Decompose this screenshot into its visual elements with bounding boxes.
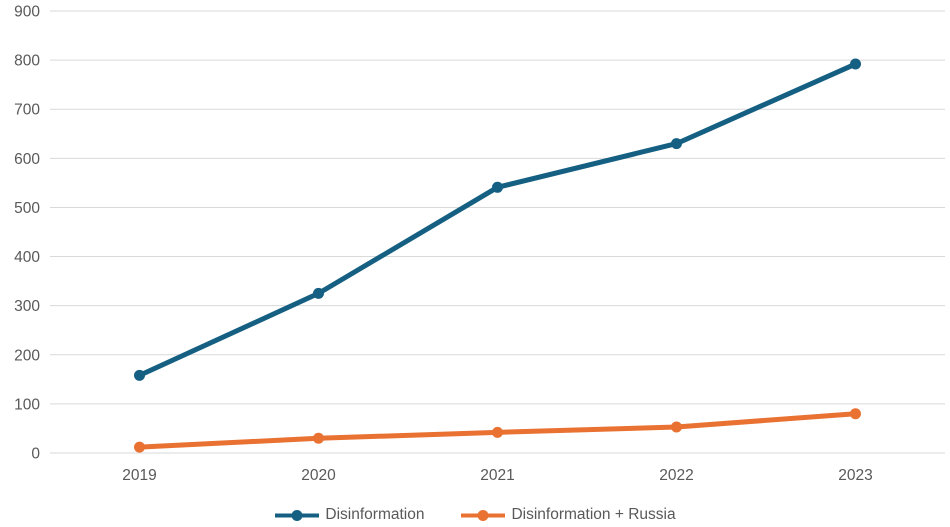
series-marker-1 xyxy=(671,421,682,433)
series-marker-0 xyxy=(492,181,503,193)
y-tick-label: 600 xyxy=(14,151,40,168)
y-tick-label: 900 xyxy=(14,4,40,21)
y-tick-label: 300 xyxy=(14,298,40,315)
legend-item-disinformation: Disinformation xyxy=(274,507,424,523)
legend-marker-line-dot-orange xyxy=(461,509,506,521)
series-marker-0 xyxy=(313,287,324,299)
legend-marker-line-dot-blue xyxy=(275,509,320,521)
x-tick-label: 2021 xyxy=(480,467,514,484)
series-marker-0 xyxy=(134,369,145,381)
x-tick-label: 2023 xyxy=(838,467,872,484)
x-tick-label: 2022 xyxy=(659,467,693,484)
series-marker-1 xyxy=(492,426,503,438)
series-marker-1 xyxy=(313,432,324,444)
y-tick-label: 100 xyxy=(14,396,40,413)
series-marker-1 xyxy=(850,408,861,420)
y-tick-label: 800 xyxy=(14,53,40,70)
chart-legend: Disinformation Disinformation + Russia xyxy=(0,505,950,525)
legend-label-disinformation-russia: Disinformation + Russia xyxy=(511,506,676,524)
y-tick-label: 0 xyxy=(31,446,40,463)
y-tick-label: 400 xyxy=(14,249,40,266)
legend-item-disinformation-russia: Disinformation + Russia xyxy=(460,506,676,524)
y-tick-label: 500 xyxy=(14,200,40,217)
series-marker-0 xyxy=(671,138,682,150)
series-line-0 xyxy=(137,61,858,378)
x-tick-label: 2020 xyxy=(301,467,336,484)
legend-label-disinformation: Disinformation xyxy=(325,506,425,524)
series-marker-1 xyxy=(134,441,145,453)
y-tick-label: 200 xyxy=(14,347,40,364)
series-marker-0 xyxy=(850,58,861,70)
x-tick-label: 2019 xyxy=(122,467,156,484)
plot-area: 0 100 200 300 400 500 600 700 800 900 2019 2020 2021… xyxy=(14,4,945,484)
y-tick-label: 700 xyxy=(14,102,40,119)
